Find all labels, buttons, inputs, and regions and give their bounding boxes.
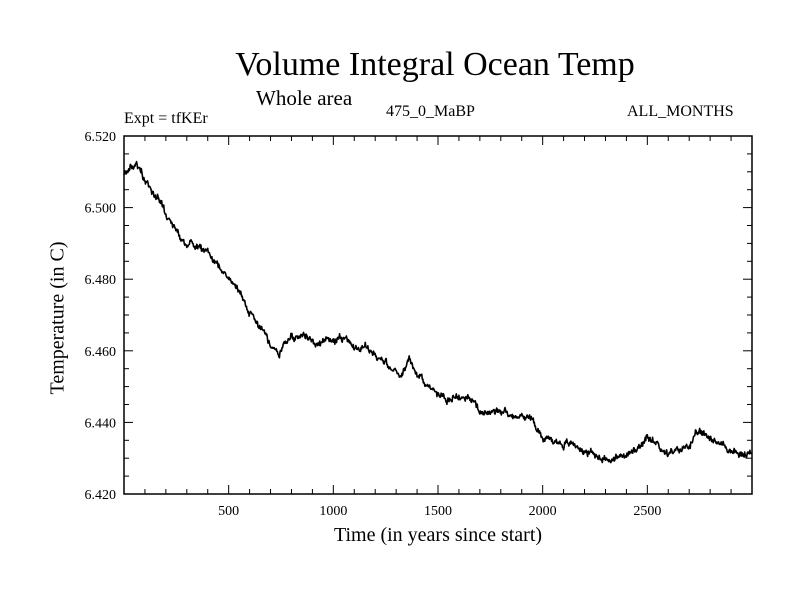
x-tick-label: 500 [218, 504, 239, 519]
y-tick-label: 6.420 [85, 488, 117, 503]
tick-labels: 500 1000 1500 2000 2500 6.420 6.440 6.460 6.480 6… [85, 130, 662, 519]
plot-frame [123, 135, 753, 495]
y-tick-label: 6.460 [85, 345, 117, 360]
y-tick-label: 6.440 [85, 416, 117, 431]
x-tick-label: 1000 [319, 504, 347, 519]
experiment-label: Expt = tfKEr [124, 110, 208, 127]
y-axis-label: Temperature (in C) [46, 241, 69, 395]
y-tick-label: 6.520 [85, 130, 117, 145]
chart-subtitle: Whole area [256, 86, 353, 110]
y-tick-label: 6.500 [85, 202, 117, 217]
temperature-series-line [123, 160, 753, 464]
axis-ticks [124, 135, 752, 495]
epoch-label: 475_0_MaBP [386, 103, 475, 120]
x-tick-label: 1500 [424, 504, 452, 519]
x-axis-label: Time (in years since start) [333, 524, 543, 546]
months-label: ALL_MONTHS [627, 103, 734, 120]
x-tick-label: 2000 [529, 504, 557, 519]
chart-title: Volume Integral Ocean Temp [235, 46, 635, 83]
x-tick-label: 2500 [633, 504, 661, 519]
y-tick-label: 6.480 [85, 273, 117, 288]
